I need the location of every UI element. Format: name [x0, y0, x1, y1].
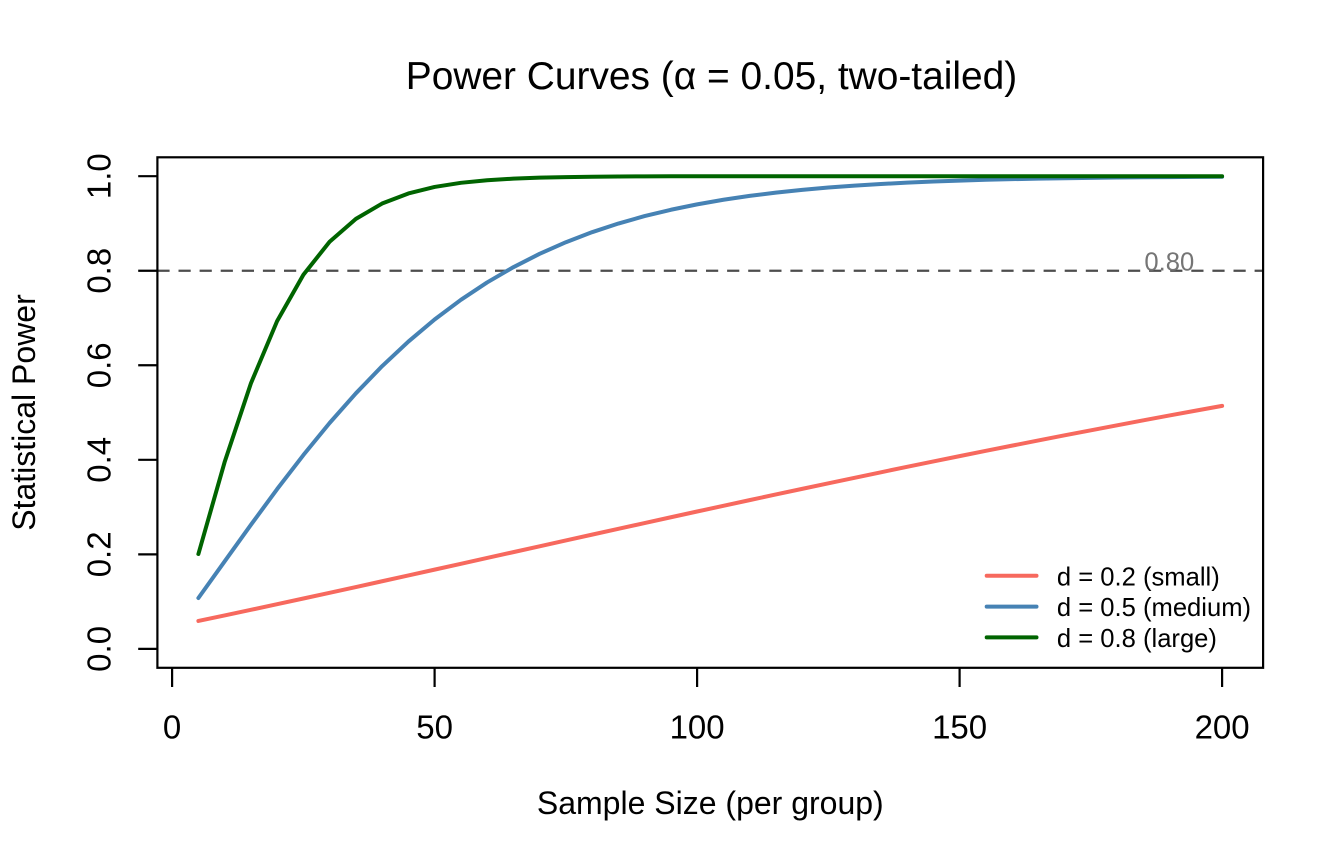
svg-text:150: 150: [932, 709, 987, 746]
svg-text:0.8: 0.8: [80, 248, 117, 294]
svg-text:0.0: 0.0: [80, 626, 117, 672]
svg-text:100: 100: [670, 709, 725, 746]
svg-text:0.6: 0.6: [80, 342, 117, 388]
svg-text:0.2: 0.2: [80, 531, 117, 577]
svg-text:0: 0: [163, 709, 181, 746]
svg-text:1.0: 1.0: [80, 153, 117, 199]
svg-text:200: 200: [1195, 709, 1250, 746]
svg-text:d = 0.5 (medium): d = 0.5 (medium): [1057, 594, 1251, 622]
svg-text:0.4: 0.4: [80, 437, 117, 483]
svg-text:Sample Size (per group): Sample Size (per group): [537, 785, 884, 821]
svg-text:50: 50: [416, 709, 453, 746]
svg-text:Power Curves (α = 0.05, two-ta: Power Curves (α = 0.05, two-tailed): [406, 55, 1017, 98]
svg-text:Statistical Power: Statistical Power: [6, 294, 42, 531]
svg-text:0.80: 0.80: [1144, 248, 1194, 276]
svg-text:d = 0.2 (small): d = 0.2 (small): [1057, 563, 1220, 591]
svg-text:d = 0.8 (large): d = 0.8 (large): [1057, 625, 1217, 653]
